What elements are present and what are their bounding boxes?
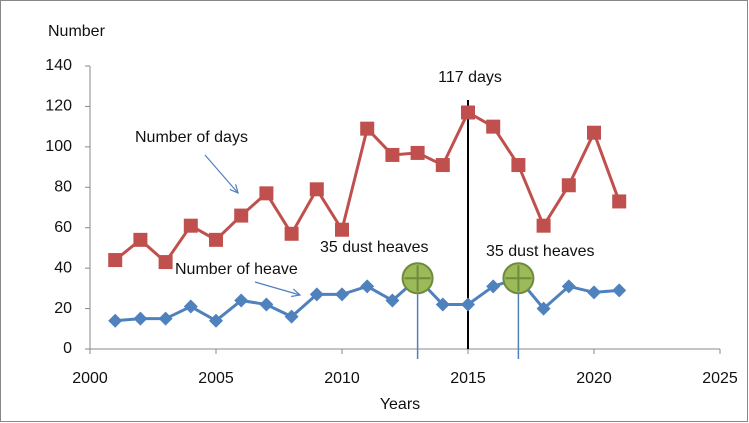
diamond-marker bbox=[309, 287, 324, 302]
square-marker bbox=[209, 232, 223, 247]
square-marker bbox=[234, 208, 249, 223]
diamond-marker bbox=[335, 287, 349, 302]
square-marker bbox=[561, 178, 576, 193]
x-tick-label: 2010 bbox=[324, 370, 360, 387]
square-marker bbox=[486, 119, 501, 134]
diamond-marker bbox=[183, 299, 198, 314]
y-tick-label: 80 bbox=[54, 179, 72, 196]
square-marker bbox=[360, 121, 375, 136]
annotation: 35 dust heaves bbox=[320, 239, 429, 256]
diamond-marker bbox=[209, 313, 223, 328]
highlight-cross bbox=[505, 265, 532, 292]
square-marker bbox=[284, 226, 299, 241]
diamond-marker bbox=[259, 297, 274, 312]
diamond-marker bbox=[158, 311, 173, 326]
annotation: 117 days bbox=[438, 69, 502, 86]
square-marker bbox=[259, 186, 274, 201]
square-marker bbox=[461, 105, 475, 120]
square-marker bbox=[133, 232, 148, 247]
diamond-marker bbox=[536, 301, 551, 316]
square-marker bbox=[587, 125, 601, 140]
square-marker bbox=[385, 147, 400, 162]
diamond-marker bbox=[587, 285, 601, 300]
arrow bbox=[254, 281, 301, 296]
square-marker bbox=[435, 158, 450, 173]
x-tick-label: 2005 bbox=[198, 370, 234, 387]
y-tick-label: 60 bbox=[54, 219, 72, 236]
square-marker bbox=[183, 218, 198, 233]
arrow-head bbox=[229, 184, 239, 195]
series-label: Number of heave bbox=[175, 261, 298, 278]
diamond-marker bbox=[461, 297, 475, 312]
diamond-marker bbox=[612, 283, 627, 298]
square-marker bbox=[108, 253, 123, 268]
square-marker bbox=[158, 255, 173, 270]
diamond-marker bbox=[435, 297, 450, 312]
square-marker bbox=[511, 158, 526, 173]
diamond-marker bbox=[133, 311, 148, 326]
y-tick-label: 40 bbox=[54, 259, 72, 276]
y-tick-label: 100 bbox=[45, 138, 72, 155]
y-tick-label: 140 bbox=[45, 57, 72, 74]
y-axis-label: Number bbox=[48, 23, 106, 40]
arrow bbox=[204, 154, 239, 194]
square-marker bbox=[335, 222, 349, 237]
square-marker bbox=[536, 218, 551, 233]
x-tick-label: 2000 bbox=[72, 370, 108, 387]
diamond-marker bbox=[284, 309, 299, 324]
x-tick-label: 2015 bbox=[450, 370, 486, 387]
annotation: 35 dust heaves bbox=[486, 243, 595, 260]
series-label: Number of days bbox=[135, 129, 248, 146]
y-tick-label: 120 bbox=[45, 98, 72, 115]
diamond-marker bbox=[486, 279, 501, 294]
square-marker bbox=[309, 182, 324, 197]
x-tick-label: 2025 bbox=[702, 370, 738, 387]
diamond-marker bbox=[561, 279, 576, 294]
diamond-marker bbox=[385, 293, 400, 308]
highlight-cross bbox=[404, 265, 431, 292]
y-tick-label: 20 bbox=[54, 300, 72, 317]
diamond-marker bbox=[360, 279, 375, 294]
square-marker bbox=[612, 194, 627, 209]
y-tick-label: 0 bbox=[63, 340, 72, 357]
diamond-marker bbox=[234, 293, 249, 308]
square-marker bbox=[410, 145, 425, 160]
arrow-head bbox=[291, 288, 302, 298]
x-tick-label: 2020 bbox=[576, 370, 612, 387]
x-axis-label: Years bbox=[380, 396, 420, 413]
diamond-marker bbox=[108, 313, 123, 328]
